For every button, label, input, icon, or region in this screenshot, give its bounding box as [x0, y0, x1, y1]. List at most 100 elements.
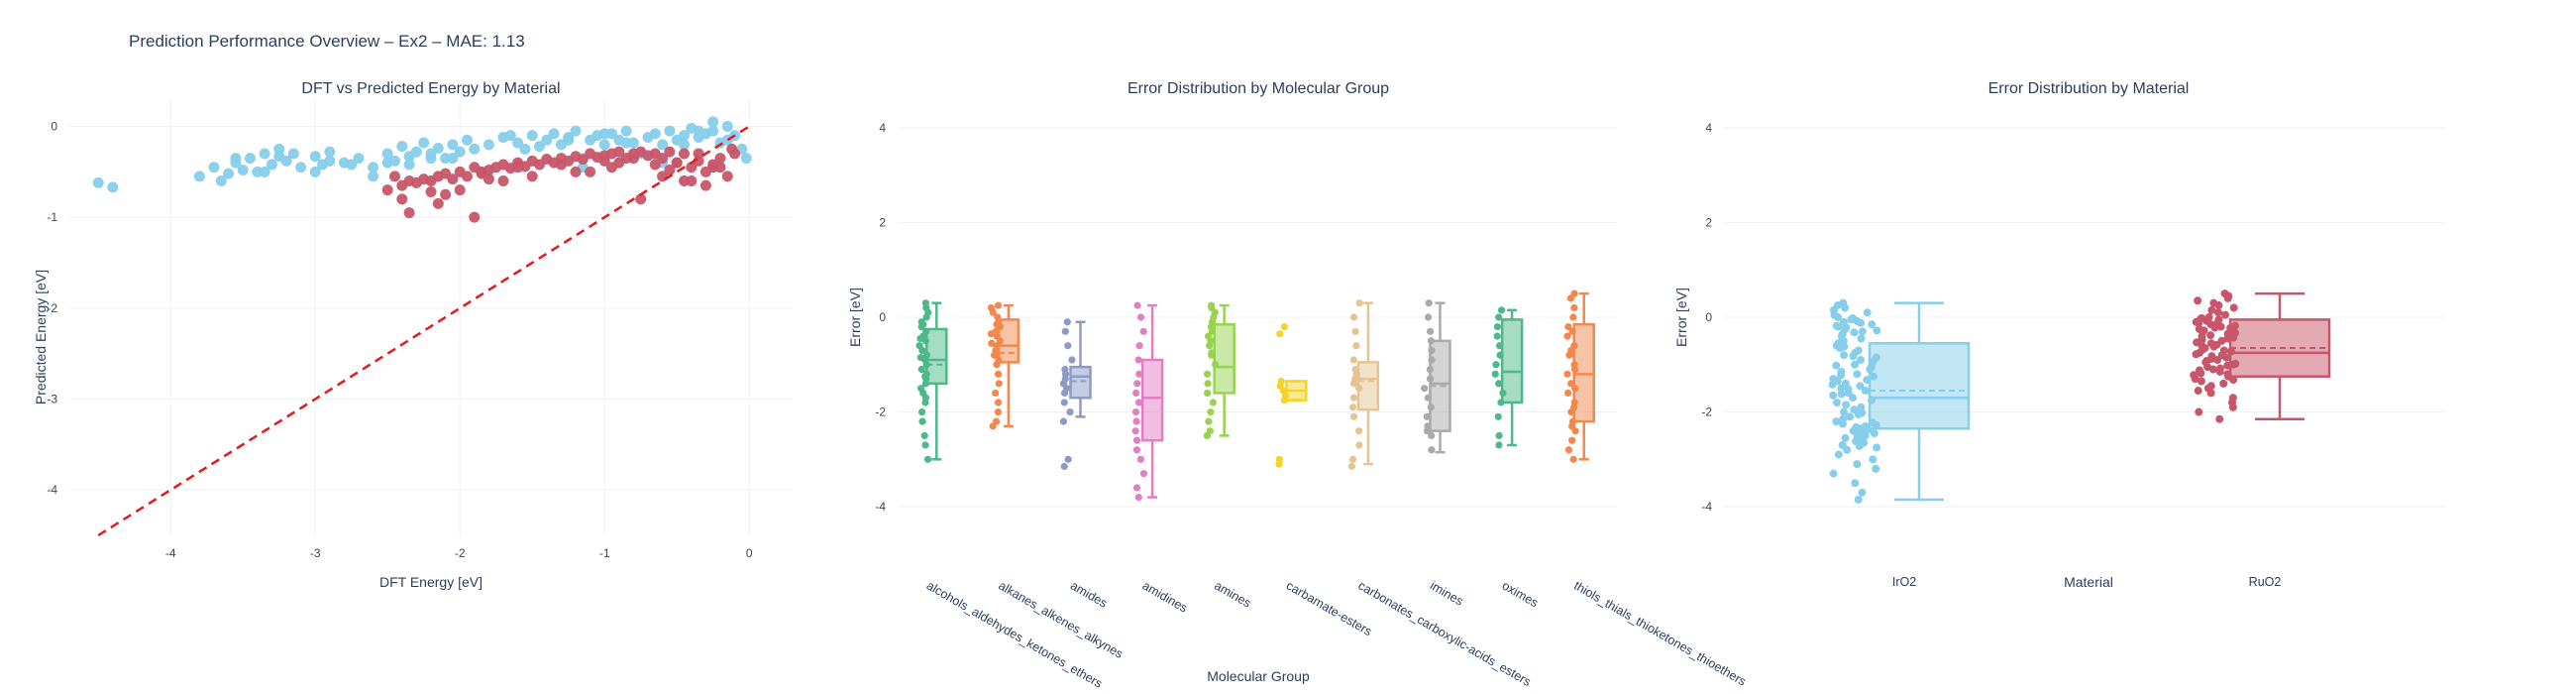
ruo2-point [396, 193, 408, 205]
ruo2-point [664, 146, 676, 158]
data-point [2195, 407, 2203, 416]
x-tick-label: amides [1068, 578, 1110, 610]
data-point [1493, 322, 1502, 331]
ruo2-point [679, 148, 690, 160]
data-point [1853, 460, 1862, 469]
data-point [1061, 327, 1069, 335]
ruo2-point [657, 153, 669, 165]
iro2-point [396, 141, 408, 153]
data-point [1869, 455, 1878, 464]
ruo2-point [714, 153, 726, 165]
data-point [1567, 422, 1576, 430]
data-point [1829, 469, 1838, 478]
data-point [1424, 313, 1433, 321]
data-point [2199, 345, 2207, 354]
ruo2-point [425, 186, 437, 197]
ruo2-point [483, 174, 494, 185]
data-point [1870, 429, 1878, 438]
data-point [1858, 408, 1867, 417]
iro2-point [92, 176, 104, 188]
data-point [2200, 326, 2208, 335]
data-point [1829, 391, 1838, 400]
data-point [1495, 431, 1503, 440]
iro2-point [403, 159, 415, 171]
data-point [1493, 332, 1501, 340]
data-point [1134, 356, 1142, 364]
data-point [1840, 351, 1849, 360]
iro2-point [447, 139, 459, 151]
data-point [1132, 417, 1140, 425]
parity-scatter-plot: -4 -3 -2 -1 0 0 -1 -2 -3 -4 DFT vs Predicted Energ… [33, 80, 793, 590]
data-point [1280, 322, 1288, 331]
data-point [1203, 370, 1212, 378]
data-point [1059, 417, 1068, 425]
ruo2-point [693, 148, 704, 160]
data-point [1497, 306, 1506, 314]
data-point [987, 330, 996, 338]
iro2-point [295, 162, 307, 174]
iro2-point [534, 141, 545, 153]
iro2-point [462, 134, 473, 146]
data-point [989, 422, 997, 430]
data-point [2195, 319, 2203, 328]
x-tick-label: amidines [1140, 578, 1190, 615]
box [1069, 365, 1092, 400]
data-point [1853, 316, 1862, 325]
ruo2-point [664, 165, 676, 175]
iro2-point [237, 165, 249, 175]
data-point [1064, 342, 1072, 350]
x-tick-label: alkanes_alkenes_alkynes [996, 578, 1125, 660]
data-point [1844, 385, 1853, 394]
iro2-point [381, 148, 393, 160]
data-point [1840, 342, 1849, 351]
data-point [1425, 299, 1433, 307]
data-point [1570, 303, 1578, 312]
data-point [1861, 387, 1870, 396]
data-point [1568, 436, 1576, 444]
box [925, 327, 948, 386]
iro2-point [721, 121, 733, 132]
data-point [2215, 414, 2224, 423]
iro2-point [309, 151, 321, 163]
iro2-point [425, 153, 437, 165]
data-point [1139, 470, 1148, 478]
data-point [1204, 380, 1212, 388]
y-tick-label: -3 [47, 393, 57, 406]
ruo2-point [555, 159, 567, 171]
x-axis-label: Material [2064, 574, 2113, 590]
data-point [1832, 321, 1841, 330]
data-point [1855, 441, 1864, 450]
data-point [1275, 460, 1283, 468]
data-point [991, 351, 999, 359]
data-point [1843, 445, 1852, 454]
ruo2-point [699, 179, 711, 191]
ruo2-point [512, 162, 524, 174]
data-point [1348, 455, 1357, 463]
data-point [1837, 390, 1846, 399]
data-point [1841, 303, 1850, 312]
ruo2-point [389, 171, 400, 182]
ruo2-point [627, 153, 639, 165]
x-tick-label: IrO2 [1892, 575, 1916, 589]
data-point [917, 365, 925, 374]
data-point [2221, 353, 2230, 362]
data-point [1133, 301, 1141, 309]
data-point [1139, 327, 1147, 335]
data-point [1569, 455, 1577, 463]
figure-title: Prediction Performance Overview – Ex2 – … [129, 32, 525, 51]
iro2-point [410, 146, 422, 158]
data-point [916, 354, 924, 362]
iro2-point [245, 153, 256, 165]
data-point [1276, 330, 1284, 338]
iro2-point [353, 153, 365, 165]
group-error-boxplot: 4 2 0 -2 -4 Error Distribution by Molecular G… [847, 80, 1749, 691]
data-point [1351, 327, 1359, 335]
ruo2-point [447, 174, 459, 185]
data-point [1428, 431, 1436, 440]
data-point [1850, 360, 1859, 369]
data-point [2193, 338, 2201, 347]
x-tick-label: RuO2 [2249, 575, 2282, 589]
ruo2-point [526, 171, 538, 182]
data-point [1135, 370, 1143, 378]
